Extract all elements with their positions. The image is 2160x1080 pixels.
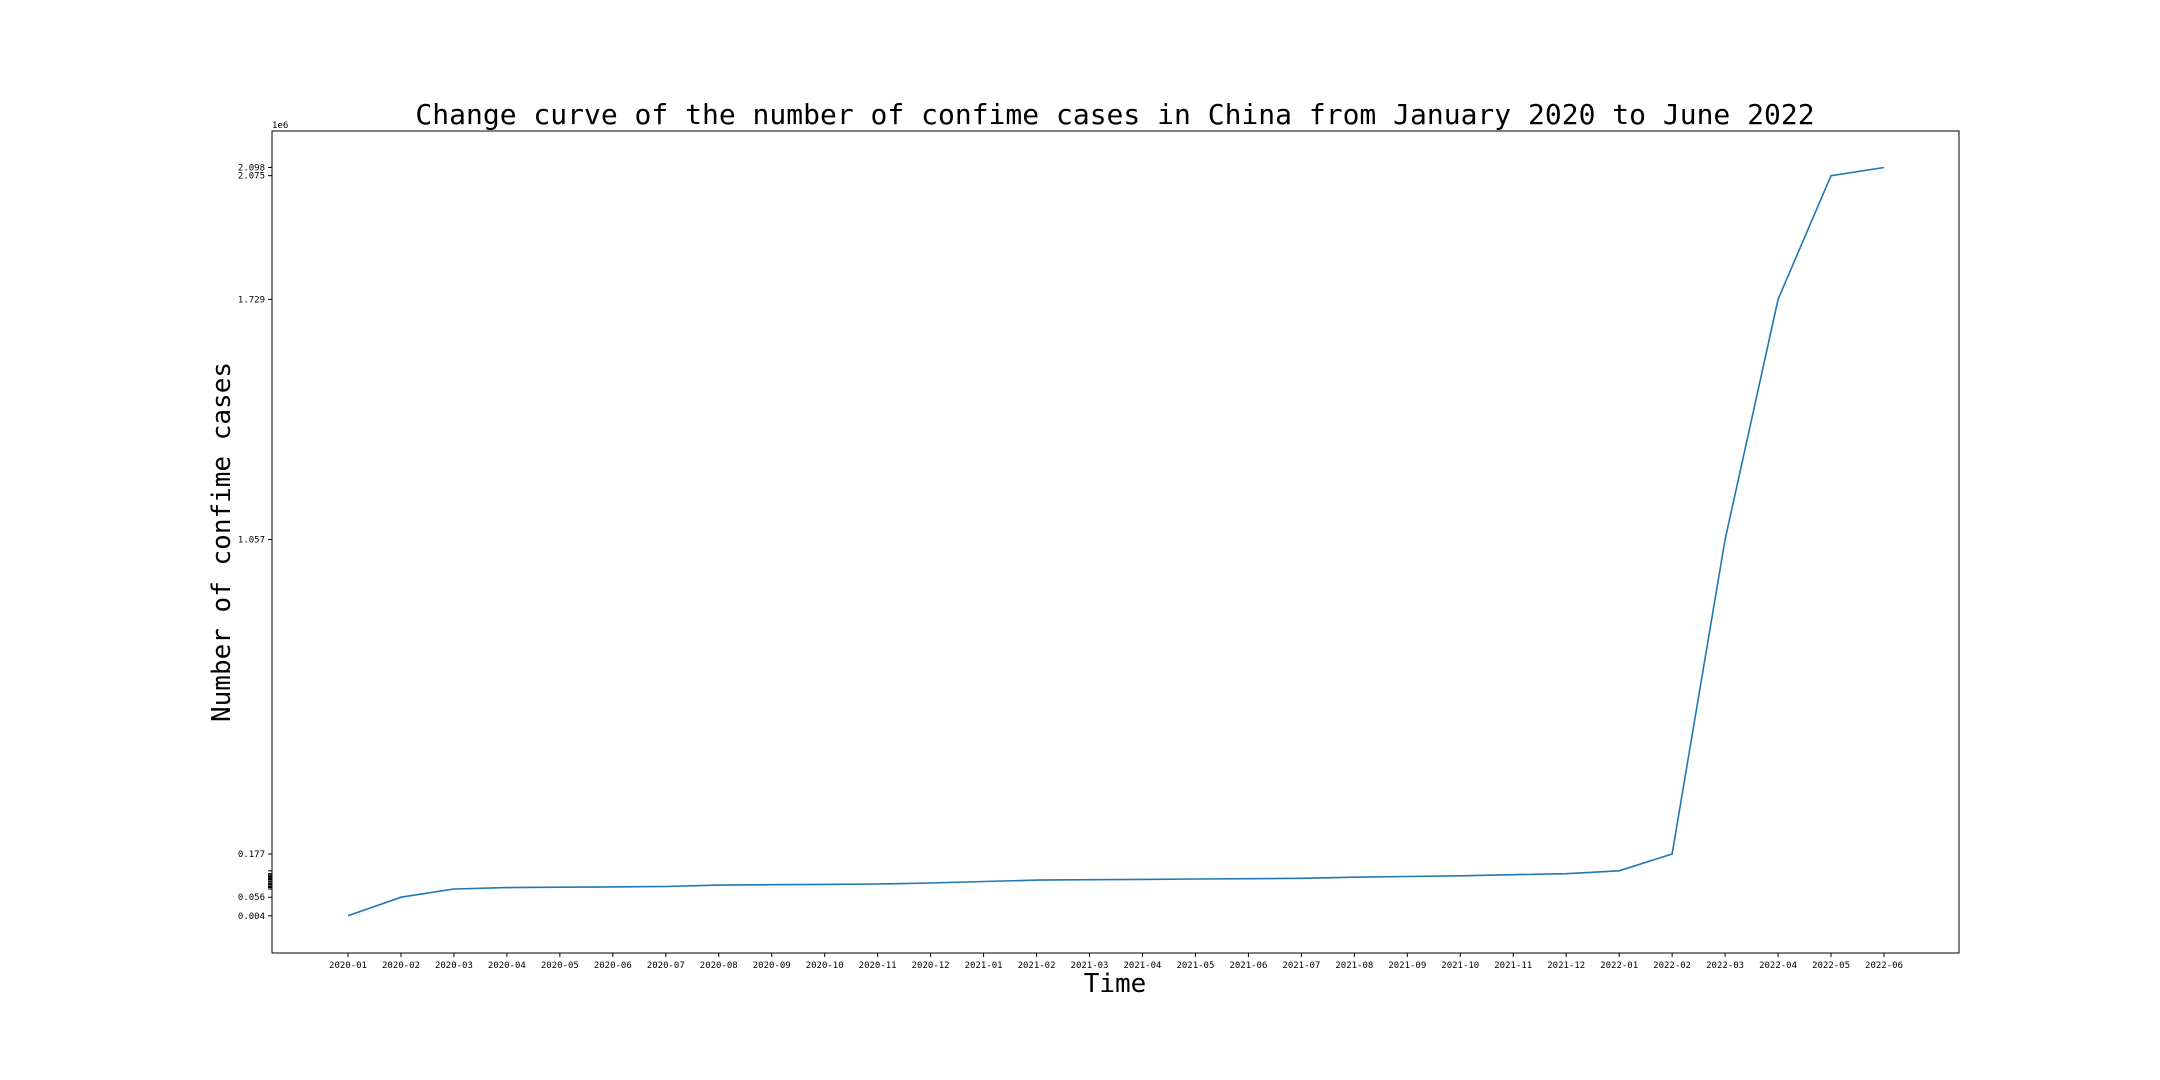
y-tick-label: 2.098 xyxy=(238,163,265,173)
x-tick-label: 2021-01 xyxy=(965,961,1003,971)
x-tick-label: 2021-06 xyxy=(1229,961,1267,971)
x-tick-label: 2021-11 xyxy=(1494,961,1532,971)
x-tick-label: 2021-10 xyxy=(1441,961,1479,971)
x-tick-label: 2020-06 xyxy=(594,961,632,971)
x-tick-label: 2020-09 xyxy=(753,961,791,971)
y-tick-label: 0.004 xyxy=(238,912,265,922)
x-tick-label: 2022-01 xyxy=(1600,961,1638,971)
y-axis-multiplier: 1e6 xyxy=(272,121,288,131)
y-tick-label: 0.056 xyxy=(238,893,265,903)
x-tick-label: 2020-02 xyxy=(382,961,420,971)
x-tick-label: 2021-03 xyxy=(1071,961,1109,971)
x-tick-label: 2021-05 xyxy=(1176,961,1214,971)
x-tick-label: 2021-09 xyxy=(1388,961,1426,971)
x-tick-label: 2020-12 xyxy=(912,961,950,971)
x-tick-label: 2021-02 xyxy=(1018,961,1056,971)
x-tick-label: 2020-10 xyxy=(806,961,844,971)
x-tick-label: 2021-07 xyxy=(1282,961,1320,971)
x-tick-label: 2020-07 xyxy=(647,961,685,971)
series-line xyxy=(347,166,1885,917)
y-axis-label: Number of confime cases xyxy=(207,362,237,722)
y-tick-label: 1.057 xyxy=(238,535,265,545)
x-tick-label: 2022-06 xyxy=(1865,961,1903,971)
plot-area xyxy=(271,130,1960,954)
x-tick-label: 2021-08 xyxy=(1335,961,1373,971)
x-tick-label: 2022-05 xyxy=(1812,961,1850,971)
x-tick-label: 2020-05 xyxy=(541,961,579,971)
x-tick-label: 2020-01 xyxy=(329,961,367,971)
x-axis-label: Time xyxy=(1084,969,1147,999)
x-tick-label: 2022-04 xyxy=(1759,961,1797,971)
x-tick-label: 2021-04 xyxy=(1124,961,1162,971)
chart-title: Change curve of the number of confime ca… xyxy=(415,98,1814,131)
axis-ticks: 2020-01 2020-02 2020-03 2020-04 2020-05 2020-… xyxy=(238,163,1903,971)
x-tick-label: 2022-02 xyxy=(1653,961,1691,971)
x-tick-label: 2020-11 xyxy=(859,961,897,971)
y-tick-label: 2.075 xyxy=(238,172,265,182)
x-tick-label: 2020-08 xyxy=(700,961,738,971)
y-tick-label: 1.729 xyxy=(238,295,265,305)
y-tick-label: 0.177 xyxy=(238,850,265,860)
x-tick-label: 2021-12 xyxy=(1547,961,1585,971)
x-tick-label: 2022-03 xyxy=(1706,961,1744,971)
x-tick-label: 2020-03 xyxy=(435,961,473,971)
x-tick-label: 2020-04 xyxy=(488,961,526,971)
